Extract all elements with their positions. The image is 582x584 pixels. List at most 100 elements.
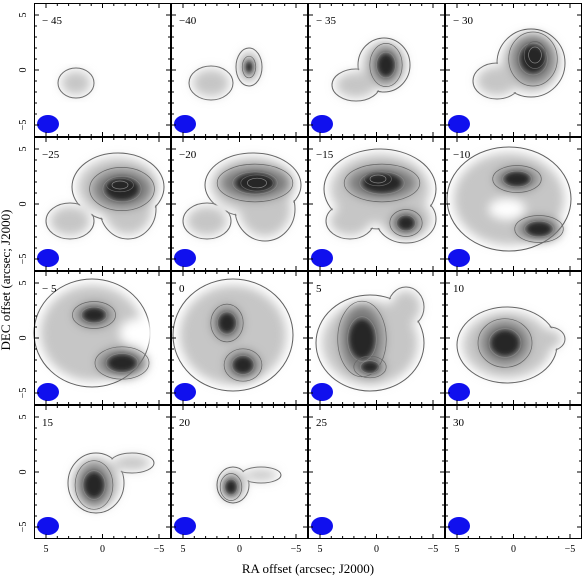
emission-map xyxy=(216,466,282,504)
x-axis-label: RA offset (arcsec; J2000) xyxy=(241,561,375,576)
channel-panel: −40 xyxy=(171,3,308,137)
emission-map xyxy=(323,148,437,244)
beam-ellipse xyxy=(311,249,333,267)
panel-frame xyxy=(171,271,308,405)
emission-map xyxy=(172,278,294,392)
beam-ellipse xyxy=(174,517,196,535)
velocity-label: 5 xyxy=(316,283,322,295)
x-tick-label: 5 xyxy=(44,544,49,555)
velocity-label: −25 xyxy=(42,149,60,161)
emission-map xyxy=(446,146,572,252)
beam-ellipse xyxy=(174,115,196,133)
channel-panel: − 45 xyxy=(34,3,171,137)
beam-ellipse xyxy=(448,249,470,267)
velocity-label: −40 xyxy=(179,15,197,27)
panel-frame xyxy=(308,271,445,405)
channel-panel: − 5 xyxy=(33,271,171,405)
panel-frame xyxy=(171,3,308,137)
velocity-label: −15 xyxy=(316,149,334,161)
velocity-label: − 30 xyxy=(453,15,473,27)
x-tick-label: 5 xyxy=(181,544,186,555)
y-tick-label: −5 xyxy=(18,522,29,533)
emission-map xyxy=(182,152,302,242)
beam-ellipse xyxy=(311,383,333,401)
panel-frame xyxy=(308,405,445,539)
velocity-label: 0 xyxy=(179,283,185,295)
channel-panel: − 30 xyxy=(445,3,582,137)
panel-ticks xyxy=(445,137,582,271)
beam-ellipse xyxy=(448,383,470,401)
y-axis-label: DEC offset (arcsec; J2000) xyxy=(0,209,13,351)
panel-frame xyxy=(34,137,171,271)
emission-map xyxy=(188,47,263,101)
channel-panel: 10 xyxy=(445,271,582,405)
y-tick-label: 0 xyxy=(18,68,29,73)
velocity-label: −10 xyxy=(453,149,471,161)
emission-map xyxy=(33,278,156,388)
panel-frame xyxy=(171,405,308,539)
channel-panel: 0 xyxy=(171,271,308,405)
panel-frame xyxy=(34,405,171,539)
channel-panel: 25 xyxy=(308,405,445,539)
y-tick-label: 0 xyxy=(18,336,29,341)
velocity-label: 25 xyxy=(316,417,328,429)
beam-ellipse xyxy=(174,249,196,267)
channel-panel: −20 xyxy=(171,137,308,271)
x-tick-label: 0 xyxy=(374,544,379,555)
channel-panel: −10 xyxy=(445,137,582,271)
beam-ellipse xyxy=(311,115,333,133)
beam-ellipse xyxy=(311,517,333,535)
y-tick-label: 5 xyxy=(18,13,29,18)
x-tick-label: 0 xyxy=(511,544,516,555)
emission-map xyxy=(67,452,155,514)
beam-ellipse xyxy=(37,383,59,401)
beam-ellipse xyxy=(37,249,59,267)
emission-map xyxy=(472,28,566,100)
beam-ellipse xyxy=(448,517,470,535)
emission-map xyxy=(456,306,566,384)
velocity-label: 10 xyxy=(453,283,465,295)
y-tick-label: 0 xyxy=(18,470,29,475)
panel-frame xyxy=(171,137,308,271)
channel-panel: − 35 xyxy=(308,3,445,137)
beam-ellipse xyxy=(174,383,196,401)
emission-map xyxy=(315,286,425,392)
y-tick-label: −5 xyxy=(18,254,29,265)
y-tick-label: −5 xyxy=(18,388,29,399)
panel-frame xyxy=(308,137,445,271)
channel-panel: 15 xyxy=(34,405,171,539)
x-tick-label: −5 xyxy=(565,544,576,555)
emission-map xyxy=(57,67,95,99)
panel-frame xyxy=(308,3,445,137)
velocity-label: 15 xyxy=(42,417,54,429)
x-tick-label: 5 xyxy=(318,544,323,555)
emission-map xyxy=(331,37,411,102)
x-tick-label: 5 xyxy=(455,544,460,555)
y-tick-label: 0 xyxy=(18,202,29,207)
panel-frame xyxy=(34,271,171,405)
y-tick-label: 5 xyxy=(18,415,29,420)
panel-ticks xyxy=(34,271,171,405)
channel-panel: 20 xyxy=(171,405,308,539)
velocity-label: 30 xyxy=(453,417,465,429)
beam-ellipse xyxy=(448,115,470,133)
beam-ellipse xyxy=(37,517,59,535)
velocity-label: − 45 xyxy=(42,15,62,27)
y-tick-label: −5 xyxy=(18,120,29,131)
x-tick-label: −5 xyxy=(428,544,439,555)
emission-map xyxy=(45,152,165,240)
y-tick-label: 5 xyxy=(18,281,29,286)
panel-frame xyxy=(34,3,171,137)
y-tick-label: 5 xyxy=(18,147,29,152)
channel-panel: −15 xyxy=(308,137,445,271)
velocity-label: − 5 xyxy=(42,283,57,295)
velocity-label: 20 xyxy=(179,417,191,429)
x-tick-label: 0 xyxy=(100,544,105,555)
x-tick-label: −5 xyxy=(291,544,302,555)
x-tick-label: −5 xyxy=(154,544,165,555)
channel-panel: 30 xyxy=(445,405,582,539)
channel-panel: −25 xyxy=(34,137,171,271)
velocity-label: −20 xyxy=(179,149,197,161)
velocity-label: − 35 xyxy=(316,15,336,27)
